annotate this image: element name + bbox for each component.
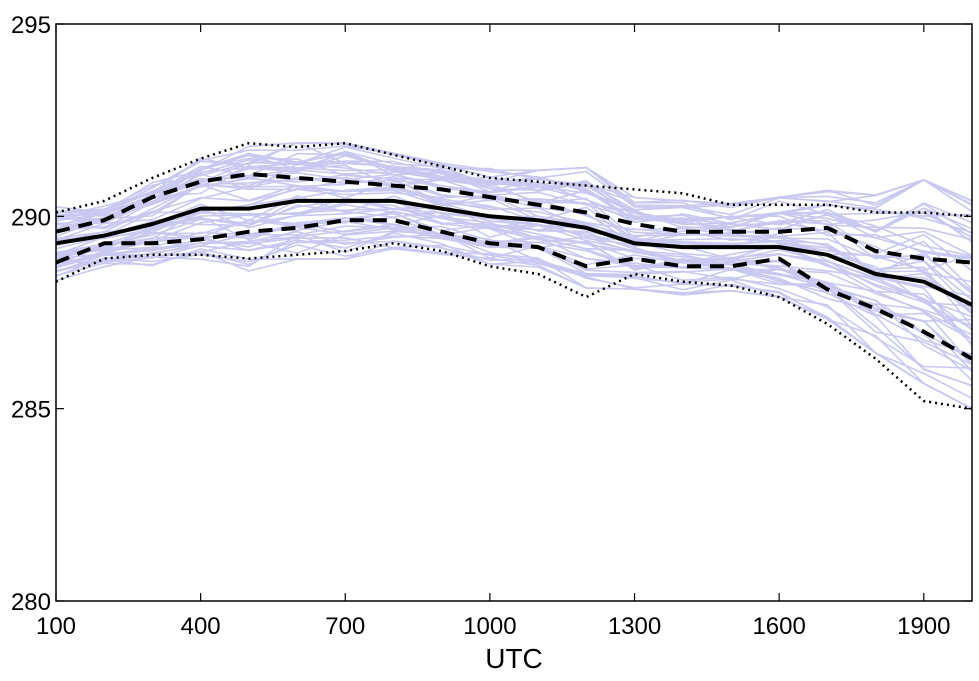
extreme-line-3 [55, 141, 973, 218]
ensemble-member-line [55, 198, 973, 331]
ensemble-member-line [55, 179, 973, 306]
y-tick-label: 290 [11, 204, 51, 231]
median-line [55, 198, 973, 307]
ensemble-member-line [55, 151, 973, 260]
axis-ticks [55, 23, 972, 602]
y-tick-label: 285 [11, 397, 51, 424]
plot-frame [55, 23, 973, 602]
ensemble-member-line [55, 211, 973, 327]
y-tick-label: 280 [11, 589, 51, 616]
ensemble-member-line [55, 199, 973, 318]
quartile-line-1 [55, 172, 973, 265]
x-tick-label: 1000 [463, 613, 516, 640]
x-tick-label: 100 [36, 613, 76, 640]
y-tick-label: 295 [11, 12, 51, 39]
ensemble-member-line [55, 210, 973, 372]
x-tick-label: 1300 [608, 613, 661, 640]
x-tick-labels: 100 400 700 1000 1300 1600 1900 [36, 613, 951, 640]
statistic-lines [55, 141, 973, 410]
x-tick-label: 400 [181, 613, 221, 640]
ensemble-member-line [55, 236, 973, 400]
ensemble-member-line [55, 244, 973, 410]
ensemble-member-line [55, 197, 973, 271]
quartile-line-2 [55, 218, 973, 361]
y-tick-labels: 280 285 290 295 [11, 12, 51, 616]
ensemble-member-line [55, 154, 973, 233]
x-tick-label: 1900 [897, 613, 950, 640]
x-axis-label: UTC [485, 643, 543, 674]
x-tick-label: 1600 [752, 613, 805, 640]
x-tick-label: 700 [325, 613, 365, 640]
ensemble-member-line [55, 145, 973, 215]
ensemble-member-line [55, 214, 973, 346]
ensemble-member-line [55, 230, 973, 365]
ensemble-member-line [55, 141, 973, 219]
